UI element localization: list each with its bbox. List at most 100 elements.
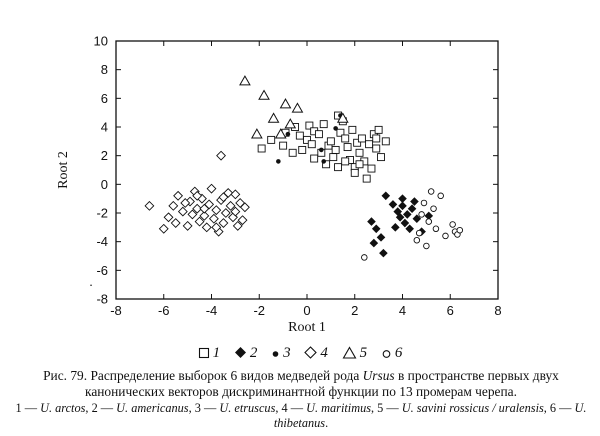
y-tick-label: -8: [96, 292, 108, 307]
data-point-open-diamond: [180, 198, 191, 208]
data-point-filled-diamond: [407, 204, 417, 213]
data-point-open-diamond: [182, 220, 193, 231]
legend-label-2: 2: [249, 345, 258, 361]
data-point-open-diamond: [225, 200, 236, 211]
data-point-filled-diamond: [395, 213, 405, 222]
data-point-open-square: [348, 125, 357, 134]
data-point-open-square: [267, 135, 276, 144]
caption-title: Рис. 79. Распределение выборок 6 видов м…: [6, 368, 596, 400]
data-point-filled-diamond: [398, 194, 407, 203]
data-point-filled-diamond: [405, 224, 414, 234]
data-point-open-square: [319, 120, 328, 129]
open-square-icon: [198, 347, 209, 359]
data-point-open-diamond: [201, 222, 212, 233]
y-axis-label: Root 2: [56, 151, 71, 189]
data-point-filled-diamond: [412, 214, 422, 224]
data-point-open-circle: [423, 242, 430, 250]
x-axis: -8 -6 -4 -2 0 2 4 6 8: [110, 41, 502, 318]
data-point-filled-diamond: [367, 217, 376, 226]
data-point-open-square: [288, 148, 297, 157]
species-name: U. maritimus: [306, 401, 372, 415]
y-tick-label: -2: [96, 206, 108, 221]
data-point-open-circle: [430, 205, 437, 212]
data-point-filled-diamond: [371, 224, 381, 234]
data-point-filled-diamond: [381, 191, 391, 201]
data-point-open-diamond: [177, 206, 188, 217]
data-point-open-square: [355, 160, 364, 169]
y-tick-label: 10: [94, 34, 108, 49]
data-point-open-circle: [413, 236, 421, 244]
open-diamond-icon: [304, 346, 318, 359]
data-point-open-square: [367, 164, 376, 173]
data-point-open-diamond: [239, 202, 250, 213]
data-point-open-square: [334, 163, 342, 172]
data-point-open-square: [377, 153, 385, 162]
data-point-open-circle: [456, 226, 464, 234]
data-point-open-circle: [415, 229, 423, 237]
data-point-filled-circle: [321, 159, 327, 164]
data-point-open-triangle: [336, 112, 349, 123]
data-point-open-triangle: [291, 102, 304, 113]
data-point-open-square: [331, 145, 340, 154]
data-point-open-triangle: [284, 118, 297, 129]
data-point-open-square: [295, 131, 304, 140]
legend-item-6: 6: [381, 343, 402, 363]
data-point-open-square: [362, 174, 371, 183]
x-tick-label: -4: [206, 303, 218, 318]
data-point-open-diamond: [199, 210, 210, 221]
series-4: [144, 150, 250, 237]
y-tick-label: -6: [96, 263, 108, 278]
data-point-open-circle: [361, 254, 368, 261]
data-point-open-diamond: [199, 203, 210, 214]
x-axis-label: Root 1: [288, 320, 326, 335]
data-point-open-circle: [420, 199, 428, 207]
data-point-filled-circle: [285, 131, 291, 137]
data-point-open-triangle: [274, 128, 287, 139]
data-point-open-diamond: [208, 213, 219, 224]
data-point-open-diamond: [187, 209, 198, 220]
x-tick-label: -8: [110, 303, 122, 318]
data-point-open-diamond: [211, 222, 222, 233]
data-point-filled-circle: [276, 159, 281, 164]
data-point-open-diamond: [216, 150, 226, 161]
data-point-filled-circle: [333, 126, 338, 131]
data-point-open-diamond: [206, 183, 217, 194]
species-name: U. thibetanus: [273, 401, 587, 430]
data-point-open-diamond: [192, 190, 203, 201]
data-point-open-diamond: [232, 220, 243, 231]
y-axis: -8 -6 -4 -2 0 2 4 6 8 10: [94, 34, 498, 307]
data-points: [144, 75, 464, 261]
data-point-filled-diamond: [388, 200, 398, 209]
data-point-open-diamond: [218, 218, 229, 228]
figure-caption: Рис. 79. Распределение выборок 6 видов м…: [6, 368, 596, 431]
data-point-open-triangle: [239, 75, 251, 86]
y-tick-label: 6: [101, 91, 108, 106]
data-point-open-square: [257, 144, 266, 153]
data-point-open-square: [357, 134, 366, 143]
data-point-open-diamond: [163, 212, 174, 223]
data-point-open-square: [279, 141, 288, 150]
legend-label-3: 3: [283, 345, 291, 361]
data-point-open-square: [322, 160, 331, 169]
chart-canvas: -8 -6 -4 -2 0 2 4 6 8 -8 -6 -4 -2 0 2 4 6 8 10 Root 1 Roo…: [56, 34, 502, 336]
data-point-open-square: [341, 157, 350, 166]
data-point-open-triangle: [251, 128, 263, 139]
y-tick-label: 2: [101, 148, 108, 163]
data-point-open-circle: [418, 211, 425, 218]
series-5: [239, 75, 349, 139]
scatter-plot: -8 -6 -4 -2 0 2 4 6 8 -8 -6 -4 -2 0 2 4 6 8 10 Root 1 Roo…: [56, 34, 502, 336]
data-point-open-square: [350, 168, 359, 177]
legend-item-1: 1: [198, 343, 220, 363]
data-point-open-diamond: [158, 223, 169, 234]
data-point-open-triangle: [258, 89, 270, 100]
open-circle-icon: [382, 350, 391, 358]
data-point-filled-diamond: [379, 248, 388, 258]
data-point-open-diamond: [170, 218, 181, 228]
data-point-open-circle: [437, 192, 444, 200]
data-point-filled-diamond: [393, 207, 403, 216]
data-point-filled-diamond: [424, 211, 434, 221]
data-point-open-diamond: [194, 216, 205, 227]
data-point-open-triangle: [279, 98, 292, 109]
x-tick-label: 0: [303, 303, 310, 318]
data-point-open-diamond: [192, 203, 203, 214]
